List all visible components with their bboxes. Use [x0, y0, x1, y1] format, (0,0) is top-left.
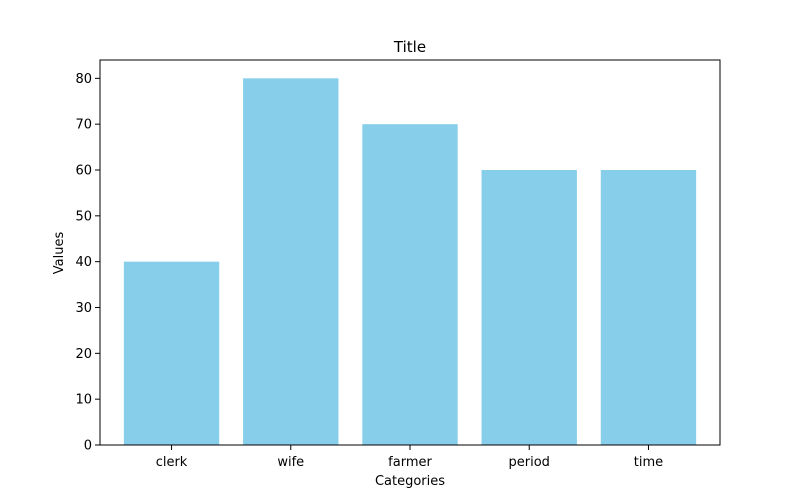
bars — [123, 78, 697, 446]
bar-wife — [243, 78, 339, 445]
y-tick-label: 0 — [84, 439, 92, 454]
y-tick-label: 80 — [75, 72, 92, 87]
y-axis-title: Values — [52, 232, 67, 275]
x-axis-title: Categories — [375, 474, 445, 489]
x-tick-label: wife — [277, 455, 304, 470]
x-tick-label: period — [509, 455, 550, 470]
y-tick-label: 60 — [75, 164, 92, 179]
y-tick-label: 30 — [75, 301, 92, 316]
chart-title: Title — [393, 38, 426, 56]
y-tick-label: 40 — [75, 255, 92, 270]
x-tick-label: farmer — [388, 455, 432, 470]
y-tick-label: 50 — [75, 209, 92, 224]
bar-farmer — [362, 124, 458, 446]
plot-area-frame — [99, 59, 721, 446]
x-tick-label: time — [634, 455, 663, 470]
x-tick-label: clerk — [156, 455, 188, 470]
y-tick-label: 10 — [75, 393, 92, 408]
y-tick-label: 70 — [75, 118, 92, 133]
y-axis-ticks: 0 10 20 30 40 50 60 70 80 — [75, 72, 100, 454]
y-tick-label: 20 — [75, 347, 92, 362]
bar-clerk — [123, 261, 220, 445]
x-axis-ticks: clerk wife farmer period time — [156, 445, 663, 470]
bar-period — [481, 170, 577, 445]
bar-time — [600, 170, 697, 445]
